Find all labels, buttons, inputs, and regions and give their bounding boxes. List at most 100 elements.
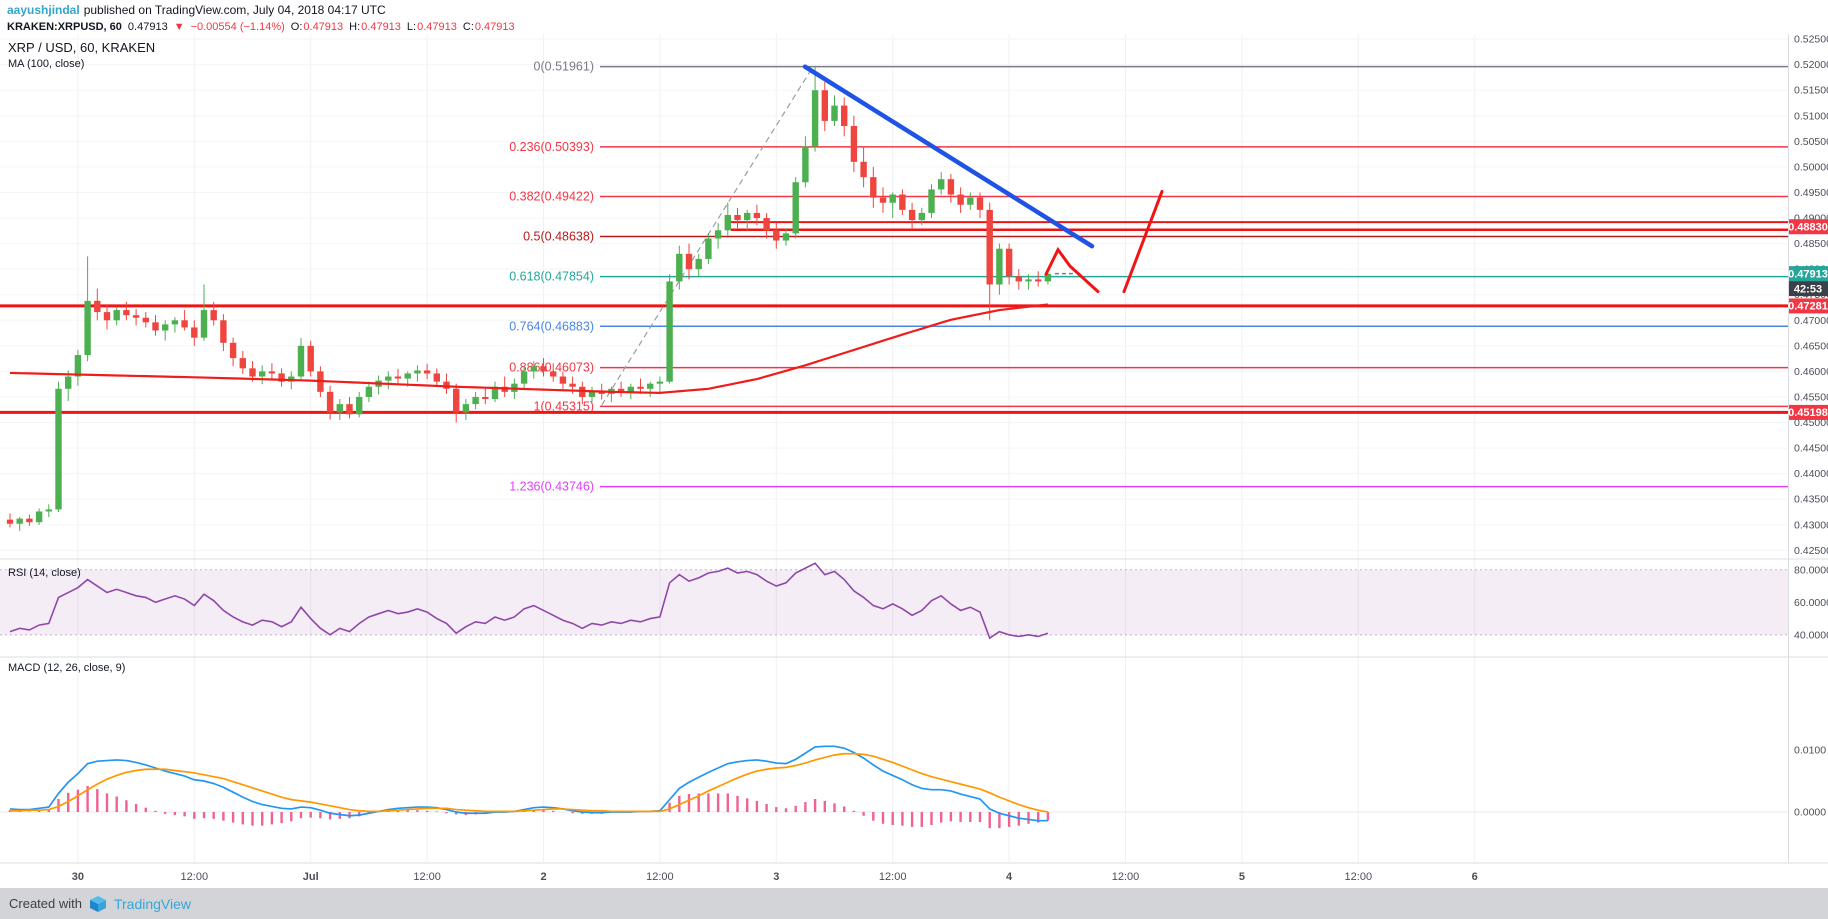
tradingview-brand-link[interactable]: TradingView — [113, 895, 192, 912]
fib-label-0.236: 0.236(0.50393) — [509, 140, 594, 154]
candle-body — [356, 396, 363, 415]
candle-body — [181, 320, 188, 328]
author-link[interactable]: aayushjindal — [7, 2, 80, 17]
candle-body — [666, 281, 673, 382]
candle-body — [676, 253, 683, 282]
candle-body — [714, 230, 722, 239]
candle-body — [35, 511, 43, 523]
candle-body — [831, 105, 838, 121]
time-tick-label: Jul — [303, 871, 319, 883]
candle-body — [1044, 273, 1052, 282]
candle-body — [385, 376, 392, 381]
ma-100-line — [9, 303, 1049, 394]
projection-zigzag-b — [1122, 189, 1164, 294]
candle-body — [1005, 248, 1013, 277]
candle-body — [278, 373, 285, 382]
rsi-line — [9, 562, 1049, 640]
symbol-ohlc-bar: KRAKEN:XRPUSD, 60 0.47913 ▼ −0.00554 (−1… — [0, 19, 1828, 34]
candle-body — [462, 404, 470, 413]
candle-body — [239, 358, 246, 369]
fib-label-1: 1(0.45315) — [534, 399, 594, 413]
time-tick-label: 12:00 — [879, 871, 907, 883]
candle-body — [841, 105, 848, 127]
candle-body — [860, 161, 867, 178]
candle-body — [1035, 279, 1042, 282]
candle-body — [142, 317, 149, 323]
rsi-indicator-legend[interactable]: RSI (14, close) — [8, 567, 81, 579]
symbol-interval-label[interactable]: KRAKEN:XRPUSD, 60 — [7, 20, 122, 33]
main-pane-legend[interactable]: XRP / USD, 60, KRAKEN — [8, 40, 156, 55]
candle-body — [530, 366, 537, 372]
fib-label-0.5: 0.5(0.48638) — [523, 230, 594, 244]
candle-body — [346, 404, 353, 415]
candle-body — [617, 388, 625, 392]
price-tag-label: 42:53 — [1794, 283, 1822, 295]
price-tag-label: 0.48830 — [1788, 222, 1828, 234]
candle-body — [482, 396, 489, 400]
candle-body — [404, 373, 411, 379]
price-change-value: −0.00554 (−1.14%) — [190, 20, 285, 33]
candle-body — [132, 315, 140, 318]
candle-body — [365, 386, 373, 397]
candle-body — [74, 355, 82, 377]
macd-indicator-legend[interactable]: MACD (12, 26, close, 9) — [8, 662, 126, 674]
candle-body — [744, 212, 751, 221]
trendlines-layer — [802, 64, 1164, 294]
tradingview-logo-icon[interactable] — [89, 895, 107, 912]
candle-body — [472, 396, 479, 405]
candle-body — [637, 386, 644, 389]
candle-body — [453, 388, 460, 413]
fib-retracement-layer: 0(0.51961) 0.236(0.50393) 0.382(0.49422) 0.… — [509, 60, 1788, 494]
ma-indicator-legend[interactable]: MA (100, close) — [8, 58, 85, 70]
publish-info-text: published on TradingView.com, July 04, 2… — [83, 2, 386, 17]
candle-body — [423, 370, 431, 374]
candle-body — [1015, 276, 1022, 282]
candle-body — [16, 518, 23, 524]
candle-body — [336, 404, 343, 413]
time-tick-label: 6 — [1472, 871, 1478, 883]
low-value: L: 0.47913 — [406, 20, 457, 33]
fib-label-0.382: 0.382(0.49422) — [509, 189, 594, 203]
time-tick-label: 2 — [540, 871, 546, 883]
candle-body — [870, 177, 877, 198]
candle-body — [220, 320, 227, 343]
candle-body — [763, 218, 770, 231]
candle-body — [782, 233, 790, 241]
open-value: O: 0.47913 — [290, 20, 344, 33]
rsi-tick-label: 60.0000 — [1794, 597, 1828, 609]
time-scale[interactable]: 30 12:00 Jul 12:00 2 12:00 3 12:00 4 12:00 5 12:00 6 — [72, 871, 1478, 883]
time-tick-label: 12:00 — [181, 871, 209, 883]
last-price-value: 0.47913 — [127, 20, 168, 33]
candle-body — [162, 324, 169, 331]
candle-body — [899, 194, 906, 210]
publish-bar: aayushjindal published on TradingView.co… — [0, 0, 1828, 19]
candle-body — [753, 212, 761, 219]
time-tick-label: 12:00 — [1345, 871, 1373, 883]
price-tick-label: 0.42500 — [1794, 545, 1828, 557]
candle-body — [540, 366, 547, 372]
candle-body — [45, 509, 52, 512]
candle-body — [433, 373, 440, 382]
candle-body — [802, 146, 809, 183]
candle-body — [307, 345, 314, 372]
candle-body — [928, 189, 935, 213]
candle-body — [297, 345, 305, 377]
fib-label-0.764: 0.764(0.46883) — [509, 319, 594, 333]
price-tag — [1789, 298, 1828, 314]
time-tick-label: 12:00 — [413, 871, 441, 883]
candle-body — [1025, 279, 1032, 282]
candle-body — [957, 194, 964, 205]
candle-body — [889, 194, 896, 203]
